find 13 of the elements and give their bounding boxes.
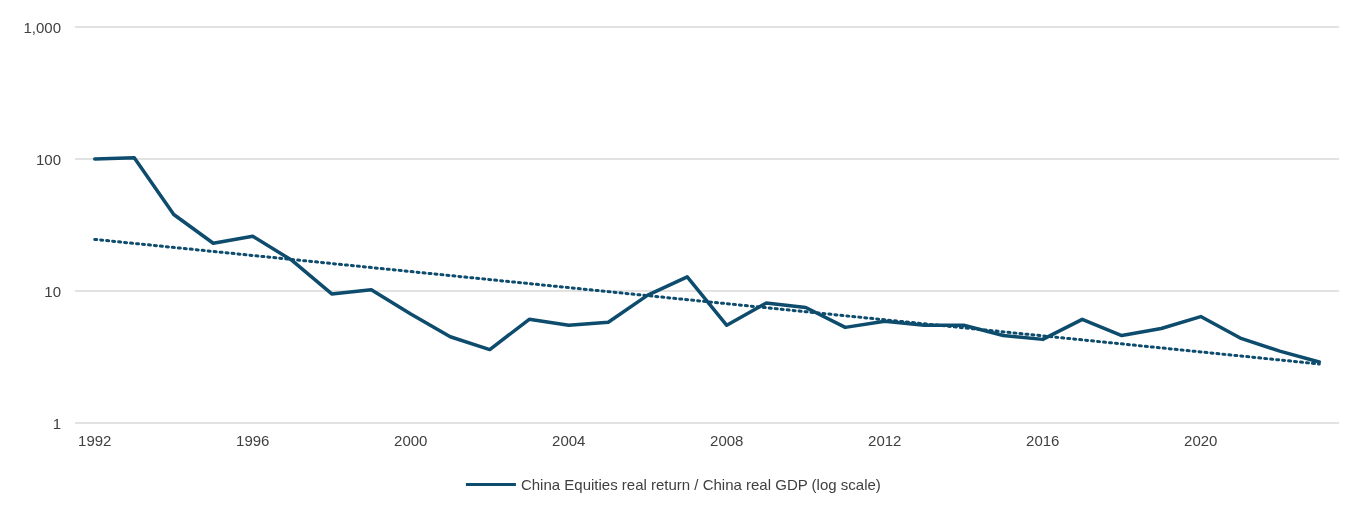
- x-tick-label: 2012: [868, 432, 902, 449]
- legend-label: China Equities real return / China real GDP (log scale): [520, 476, 881, 493]
- y-tick-label: 1,000: [23, 18, 61, 36]
- y-tick-label: 1: [52, 414, 61, 432]
- x-tick-label: 1992: [78, 432, 112, 449]
- y-tick-label: 10: [44, 282, 61, 300]
- x-tick-label: 2016: [1026, 432, 1060, 449]
- y-tick-label: 100: [35, 150, 61, 168]
- x-tick-label: 2000: [394, 432, 428, 449]
- x-tick-label: 1996: [236, 432, 270, 449]
- x-tick-label: 2004: [552, 432, 586, 449]
- x-tick-label: 2020: [1184, 432, 1218, 449]
- x-tick-label: 2008: [710, 432, 744, 449]
